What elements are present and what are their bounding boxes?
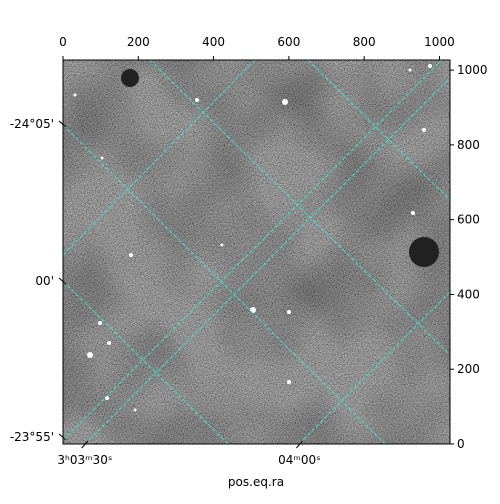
x-tick-label: 800	[353, 35, 376, 49]
y-tick-label: 800	[457, 138, 480, 152]
world-x-tick	[81, 440, 89, 449]
grid-line	[63, 280, 229, 444]
world-x-tick	[296, 440, 303, 449]
y-tick-label: 600	[457, 213, 480, 227]
world-y-tick	[58, 277, 67, 285]
grid-line	[84, 77, 450, 444]
world-y-tick-label: -23°55'	[10, 430, 54, 444]
world-x-tick-label: 3ʰ03ᵐ30ˢ	[57, 453, 112, 467]
image	[63, 60, 450, 444]
world-y-tick	[58, 433, 67, 441]
world-y-tick	[58, 120, 67, 128]
x-tick-label: 600	[277, 35, 300, 49]
y-tick-label: 1000	[457, 63, 488, 77]
x-tick-label: 1000	[424, 35, 455, 49]
grid-line	[307, 60, 450, 201]
x-tick-label: 200	[127, 35, 150, 49]
grid-line	[63, 60, 443, 441]
x-tick-label: 0	[59, 35, 67, 49]
world-y-tick-label: 00'	[35, 274, 54, 288]
x-axis-label: pos.eq.ra	[228, 475, 284, 489]
grid-line	[149, 60, 450, 356]
x-tick-label: 400	[202, 35, 225, 49]
grid-line	[63, 124, 386, 444]
y-tick-label: 200	[457, 362, 480, 376]
y-tick-label: 0	[457, 437, 465, 451]
y-tick-label: 400	[457, 287, 480, 301]
coordinate-grid	[63, 60, 450, 444]
grid-line	[63, 60, 256, 256]
plot-frame	[62, 59, 451, 445]
world-x-tick-label: 04ᵐ00ˢ	[278, 453, 321, 467]
world-y-tick-label: -24°05'	[10, 117, 54, 131]
